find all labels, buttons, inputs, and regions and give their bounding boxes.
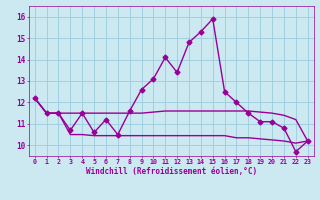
X-axis label: Windchill (Refroidissement éolien,°C): Windchill (Refroidissement éolien,°C) (86, 167, 257, 176)
